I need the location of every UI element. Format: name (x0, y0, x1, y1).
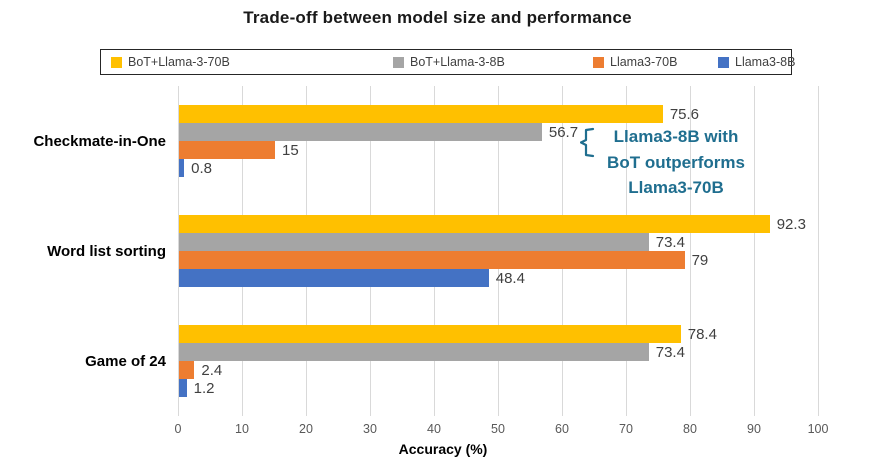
legend-swatch-icon (393, 56, 404, 68)
value-label: 0.8 (191, 159, 212, 177)
curly-brace-icon (580, 127, 595, 158)
legend-item-BoT+Llama-3-8B: BoT+Llama-3-8B (393, 50, 505, 74)
legend-swatch-icon (718, 56, 729, 68)
legend-item-Llama3-8B: Llama3-8B (718, 50, 795, 74)
legend-label: Llama3-8B (735, 55, 796, 69)
category-label: Game of 24 (85, 352, 166, 370)
x-tick-label: 20 (299, 422, 313, 436)
bar-BoT+Llama-3-8B (179, 233, 649, 251)
value-label: 1.2 (193, 379, 215, 397)
value-label: 78.4 (687, 325, 717, 343)
bar-Llama3-8B (179, 269, 489, 287)
value-label: 15 (282, 141, 299, 159)
category-label: Word list sorting (47, 242, 166, 260)
legend-item-BoT+Llama-3-70B: BoT+Llama-3-70B (111, 50, 230, 74)
value-label: 2.4 (201, 361, 223, 379)
value-label: 48.4 (495, 269, 525, 287)
bar-Llama3-70B (179, 141, 275, 159)
bar-Llama3-70B (179, 251, 685, 269)
category-label: Checkmate-in-One (33, 132, 166, 150)
gridline (178, 86, 179, 416)
x-axis-title: Accuracy (%) (398, 441, 488, 457)
legend-item-Llama3-70B: Llama3-70B (593, 50, 677, 74)
x-tick-label: 80 (683, 422, 697, 436)
bar-BoT+Llama-3-8B (179, 343, 649, 361)
legend-label: BoT+Llama-3-70B (128, 55, 230, 69)
x-tick-label: 70 (619, 422, 633, 436)
annotation-line: BoT outperforms (607, 152, 745, 172)
x-tick-label: 90 (747, 422, 761, 436)
x-tick-label: 100 (807, 422, 829, 436)
legend: BoT+Llama-3-70B BoT+Llama-3-8B Llama3-70B L… (100, 49, 795, 75)
annotation-line: Llama3-8B with (613, 127, 739, 146)
bar-Llama3-70B (179, 361, 195, 379)
x-tick-label: 60 (555, 422, 569, 436)
value-label: 92.3 (776, 215, 806, 233)
gridline (690, 86, 691, 416)
annotation-line: Llama3-70B (628, 178, 724, 197)
bar-Llama3-8B (179, 379, 187, 397)
bar-BoT+Llama-3-70B (179, 215, 770, 233)
legend-label: Llama3-70B (610, 55, 678, 69)
legend-swatch-icon (111, 56, 122, 68)
bar-BoT+Llama-3-70B (179, 105, 663, 123)
x-tick-label: 40 (427, 422, 441, 436)
gridline (818, 86, 819, 416)
x-tick-label: 0 (174, 422, 182, 436)
legend-swatch-icon (593, 56, 604, 68)
bar-BoT+Llama-3-8B (179, 123, 542, 141)
value-label: 79 (691, 251, 709, 269)
chart-title: Trade-off between model size and perform… (243, 8, 632, 27)
legend-label: BoT+Llama-3-8B (410, 55, 505, 69)
annotation-text: Llama3-8B with BoT outperforms Llama3-70B (592, 124, 760, 201)
x-tick-label: 30 (363, 422, 377, 436)
bar-Llama3-8B (179, 159, 185, 177)
value-label: 73.4 (655, 233, 685, 251)
gridline (754, 86, 755, 416)
x-tick-label: 10 (235, 422, 249, 436)
value-label: 73.4 (655, 343, 685, 361)
x-tick-label: 50 (491, 422, 505, 436)
value-label: 56.7 (548, 123, 579, 141)
value-label: 75.6 (669, 105, 700, 123)
bar-BoT+Llama-3-70B (179, 325, 681, 343)
